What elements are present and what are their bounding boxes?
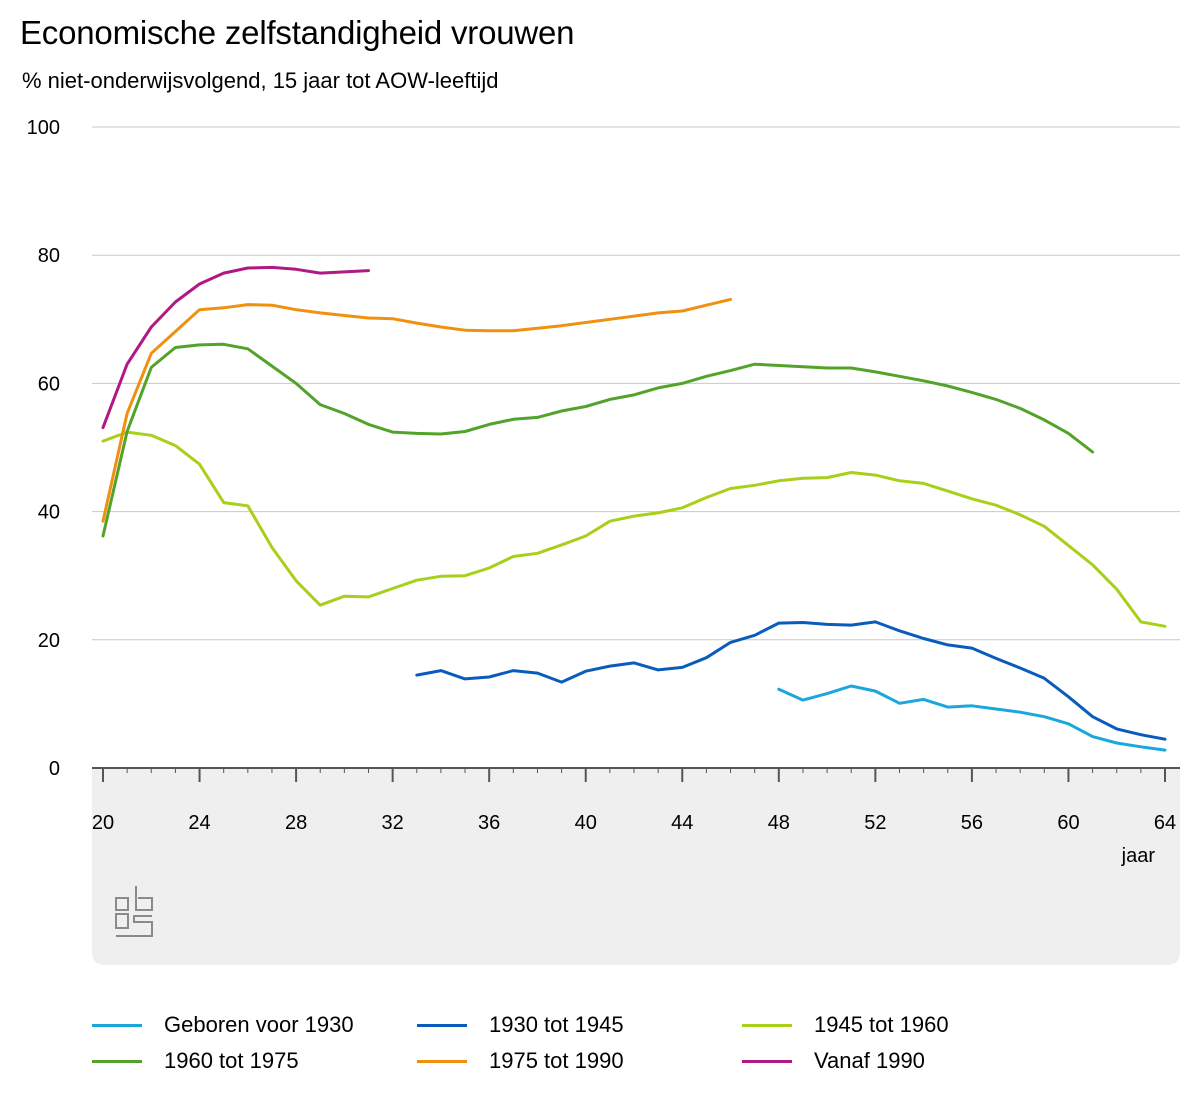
y-tick-label: 40 bbox=[38, 502, 60, 524]
x-axis-band bbox=[92, 768, 1180, 965]
x-tick-label: 44 bbox=[671, 812, 693, 834]
series-line-4 bbox=[101, 342, 1095, 538]
legend-label: Vanaf 1990 bbox=[814, 1048, 925, 1073]
line-chart: 0 20 40 60 80 100 20 24 28 32 36 40 44 48 52 56 60 64 jaar bbox=[27, 117, 1180, 965]
cbs-logo-stroke bbox=[116, 915, 153, 937]
legend-item: 1930 tot 1945 bbox=[417, 1008, 624, 1042]
x-tick-label: 64 bbox=[1154, 812, 1176, 834]
x-tick-label: 24 bbox=[188, 812, 210, 834]
x-tick-label: 52 bbox=[864, 812, 886, 834]
legend-label: Geboren voor 1930 bbox=[164, 1012, 354, 1037]
x-tick-label: 56 bbox=[961, 812, 983, 834]
legend-swatch bbox=[92, 1059, 142, 1063]
x-tick-label: 40 bbox=[575, 812, 597, 834]
series-line-1 bbox=[777, 684, 1167, 752]
series-line-5 bbox=[101, 297, 732, 523]
legend-swatch bbox=[417, 1023, 467, 1027]
legend-item: Vanaf 1990 bbox=[742, 1044, 925, 1078]
series-line-2 bbox=[415, 620, 1167, 741]
x-tick-label: 20 bbox=[92, 812, 114, 834]
cbs-logo-stroke bbox=[115, 913, 129, 929]
legend-item: 1945 tot 1960 bbox=[742, 1008, 949, 1042]
legend-item: Geboren voor 1930 bbox=[92, 1008, 354, 1042]
chart-subtitle: % niet-onderwijsvolgend, 15 jaar tot AOW… bbox=[22, 68, 499, 93]
legend-swatch bbox=[742, 1059, 792, 1063]
y-tick-label: 80 bbox=[38, 245, 60, 267]
legend-label: 1945 tot 1960 bbox=[814, 1012, 949, 1037]
series-line-6 bbox=[101, 265, 370, 430]
x-tick-label: 60 bbox=[1057, 812, 1079, 834]
y-tick-label: 100 bbox=[27, 117, 60, 139]
x-tick-label: 28 bbox=[285, 812, 307, 834]
legend-item: 1960 tot 1975 bbox=[92, 1044, 299, 1078]
x-tick-label: 36 bbox=[478, 812, 500, 834]
y-tick-label: 20 bbox=[38, 630, 60, 652]
legend-swatch bbox=[417, 1059, 467, 1063]
y-tick-label: 0 bbox=[49, 758, 60, 780]
legend-label: 1960 tot 1975 bbox=[164, 1048, 299, 1073]
x-axis-label: jaar bbox=[1121, 845, 1156, 867]
chart-title: Economische zelfstandigheid vrouwen bbox=[20, 14, 575, 51]
legend-swatch bbox=[742, 1023, 792, 1027]
legend-label: 1975 tot 1990 bbox=[489, 1048, 624, 1073]
x-tick-label: 32 bbox=[382, 812, 404, 834]
y-tick-label: 60 bbox=[38, 373, 60, 395]
legend-label: 1930 tot 1945 bbox=[489, 1012, 624, 1037]
cbs-logo-stroke bbox=[115, 897, 129, 911]
series-line-3 bbox=[101, 430, 1167, 628]
x-tick-label: 48 bbox=[768, 812, 790, 834]
legend-swatch bbox=[92, 1023, 142, 1027]
cbs-logo bbox=[115, 886, 153, 937]
legend-item: 1975 tot 1990 bbox=[417, 1044, 624, 1078]
cbs-logo-stroke bbox=[135, 886, 153, 911]
